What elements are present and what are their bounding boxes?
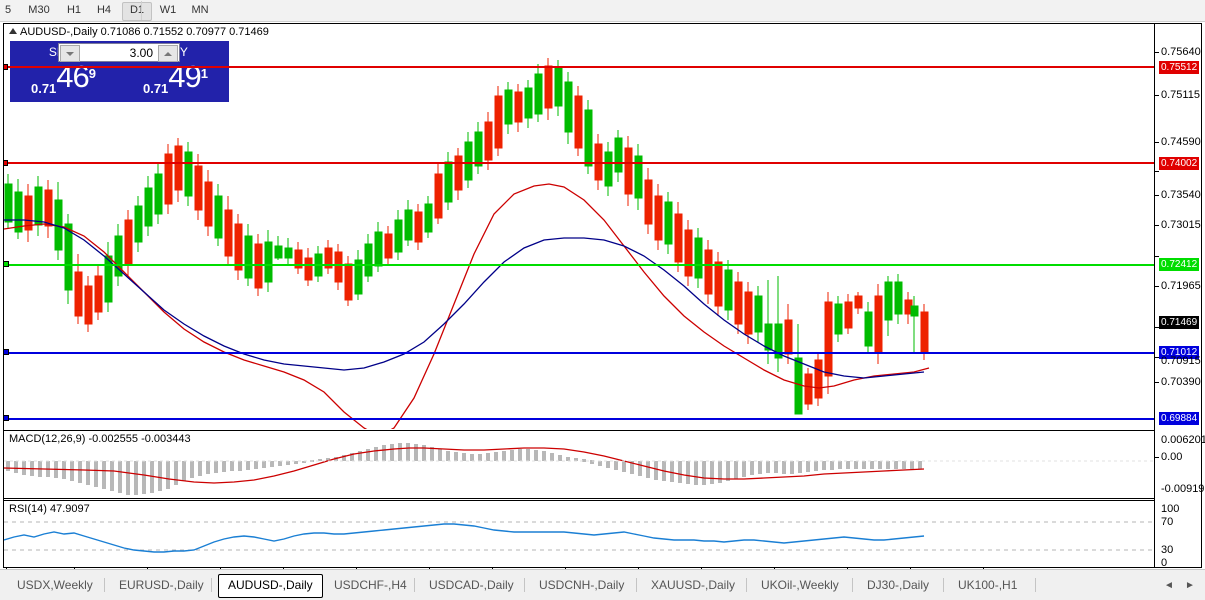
price-label: 0.74590 bbox=[1161, 136, 1201, 148]
tab-ukoil-weekly[interactable]: UKOil-,Weekly bbox=[761, 578, 839, 592]
chart-window: AUDUSD-,Daily 0.71086 0.71552 0.70977 0.… bbox=[3, 23, 1205, 591]
level-handle-resistance-1[interactable] bbox=[4, 64, 8, 70]
macd-scale-label: 0.00 bbox=[1161, 451, 1183, 463]
one-click-trading-panel: SELL 0.71469 BUY 0.71491 3.00 bbox=[10, 41, 229, 102]
timeframe-d1[interactable]: D1 bbox=[122, 2, 152, 21]
buy-price-main: 49 bbox=[168, 59, 201, 94]
volume-value: 3.00 bbox=[129, 46, 153, 60]
tab-usdx-weekly[interactable]: USDX,Weekly bbox=[17, 578, 93, 592]
price-tag-support-1[interactable]: 0.71012 bbox=[1159, 346, 1200, 359]
price-pane[interactable] bbox=[4, 24, 1154, 429]
buy-price-fraction: 1 bbox=[200, 66, 209, 81]
chevron-down-icon bbox=[66, 51, 74, 56]
volume-input[interactable]: 3.00 bbox=[58, 43, 180, 62]
price-tag-current[interactable]: 0.71469 bbox=[1159, 316, 1200, 329]
sell-price-fraction: 9 bbox=[88, 66, 97, 81]
toolbar-divider bbox=[141, 1, 142, 20]
price-tag-resistance-1[interactable]: 0.75512 bbox=[1159, 61, 1200, 74]
tab-dj30-daily[interactable]: DJ30-,Daily bbox=[867, 578, 930, 592]
chart-tab-bar: USDX,Weekly EURUSD-,Daily AUDUSD-,Daily … bbox=[0, 569, 1205, 600]
timeframe-m5[interactable]: 5 bbox=[4, 4, 12, 16]
sell-price: 0.71469 bbox=[10, 59, 117, 101]
volume-increment-button[interactable] bbox=[158, 45, 178, 62]
tab-usdcad-daily[interactable]: USDCAD-,Daily bbox=[429, 578, 514, 592]
rsi-scale-label: 70 bbox=[1161, 516, 1174, 528]
macd-scale-label: 0.006201 bbox=[1161, 434, 1205, 446]
price-label: 0.73540 bbox=[1161, 189, 1201, 201]
timeframe-m30[interactable]: M30 bbox=[28, 4, 50, 16]
ma-fast-line bbox=[4, 183, 930, 429]
candlestick-plot bbox=[4, 58, 930, 429]
timeframe-w1[interactable]: W1 bbox=[159, 4, 177, 16]
timeframe-h4[interactable]: H4 bbox=[96, 4, 112, 16]
volume-decrement-button[interactable] bbox=[60, 45, 80, 62]
level-line-support-2[interactable] bbox=[4, 418, 1154, 420]
price-tag-pivot[interactable]: 0.72412 bbox=[1159, 258, 1200, 271]
price-label: 0.73015 bbox=[1161, 219, 1201, 231]
level-handle-support-2[interactable] bbox=[4, 415, 9, 421]
level-handle-resistance-2[interactable] bbox=[4, 160, 8, 166]
rsi-line bbox=[4, 523, 925, 553]
price-tag-support-2[interactable]: 0.69884 bbox=[1159, 412, 1200, 425]
tab-xauusd-daily[interactable]: XAUUSD-,Daily bbox=[651, 578, 736, 592]
rsi-scale-label: 30 bbox=[1161, 544, 1174, 556]
chart-title-text: AUDUSD-,Daily 0.71086 0.71552 0.70977 0.… bbox=[20, 26, 269, 38]
tab-audusd-daily[interactable]: AUDUSD-,Daily bbox=[218, 574, 323, 598]
price-scale[interactable]: 0.75640 0.75115 0.74590 0.73540 0.73015 … bbox=[1154, 24, 1205, 569]
macd-label: MACD(12,26,9) -0.002555 -0.003443 bbox=[9, 433, 191, 445]
macd-histogram bbox=[6, 443, 922, 495]
tab-eurusd-daily[interactable]: EURUSD-,Daily bbox=[119, 578, 204, 592]
sell-price-main: 46 bbox=[56, 59, 89, 94]
macd-pane[interactable]: MACD(12,26,9) -0.002555 -0.003443 bbox=[4, 430, 1154, 499]
level-handle-support-1[interactable] bbox=[4, 349, 9, 355]
price-label: 0.70390 bbox=[1161, 376, 1201, 388]
level-line-support-1[interactable] bbox=[4, 352, 1154, 354]
level-line-resistance-2[interactable] bbox=[4, 162, 1154, 164]
level-handle-pivot[interactable] bbox=[4, 261, 9, 267]
macd-scale-label: -0.00919 bbox=[1161, 483, 1205, 495]
buy-price-prefix: 0.71 bbox=[142, 81, 169, 96]
timeframe-toolbar: 5 M30 H1 H4 D1 W1 MN bbox=[0, 0, 1205, 22]
price-label: 0.75115 bbox=[1161, 89, 1200, 101]
tab-scroll-left-button[interactable]: ◄ bbox=[1164, 580, 1174, 591]
tab-usdcnh-daily[interactable]: USDCNH-,Daily bbox=[539, 578, 625, 592]
rsi-label: RSI(14) 47.9097 bbox=[9, 503, 90, 515]
ma-slow-line bbox=[4, 219, 925, 379]
price-label: 0.70915 bbox=[1161, 355, 1201, 367]
buy-price: 0.71491 bbox=[122, 59, 229, 101]
timeframe-h1[interactable]: H1 bbox=[66, 4, 82, 16]
price-label: 0.71965 bbox=[1161, 280, 1201, 292]
timeframe-mn[interactable]: MN bbox=[191, 4, 209, 16]
chart-title: AUDUSD-,Daily 0.71086 0.71552 0.70977 0.… bbox=[9, 26, 269, 38]
collapse-triangle-icon[interactable] bbox=[9, 28, 17, 34]
sell-price-prefix: 0.71 bbox=[30, 81, 57, 96]
price-label: 0.75640 bbox=[1161, 46, 1201, 58]
level-line-resistance-1[interactable] bbox=[4, 66, 1154, 68]
level-line-pivot[interactable] bbox=[4, 264, 1154, 266]
tab-scroll-right-button[interactable]: ► bbox=[1185, 580, 1195, 591]
macd-signal-line bbox=[4, 447, 925, 484]
macd-plot bbox=[4, 443, 925, 495]
rsi-scale-label: 0 bbox=[1161, 557, 1168, 569]
chevron-up-icon bbox=[164, 51, 172, 56]
rsi-scale-label: 100 bbox=[1161, 503, 1180, 515]
price-tag-resistance-2[interactable]: 0.74002 bbox=[1159, 157, 1200, 170]
rsi-plot bbox=[4, 521, 1154, 553]
tab-usdchf-h4[interactable]: USDCHF-,H4 bbox=[334, 578, 407, 592]
candles bbox=[4, 58, 929, 415]
rsi-pane[interactable]: RSI(14) 47.9097 bbox=[4, 500, 1154, 567]
tab-uk100-h1[interactable]: UK100-,H1 bbox=[958, 578, 1018, 592]
